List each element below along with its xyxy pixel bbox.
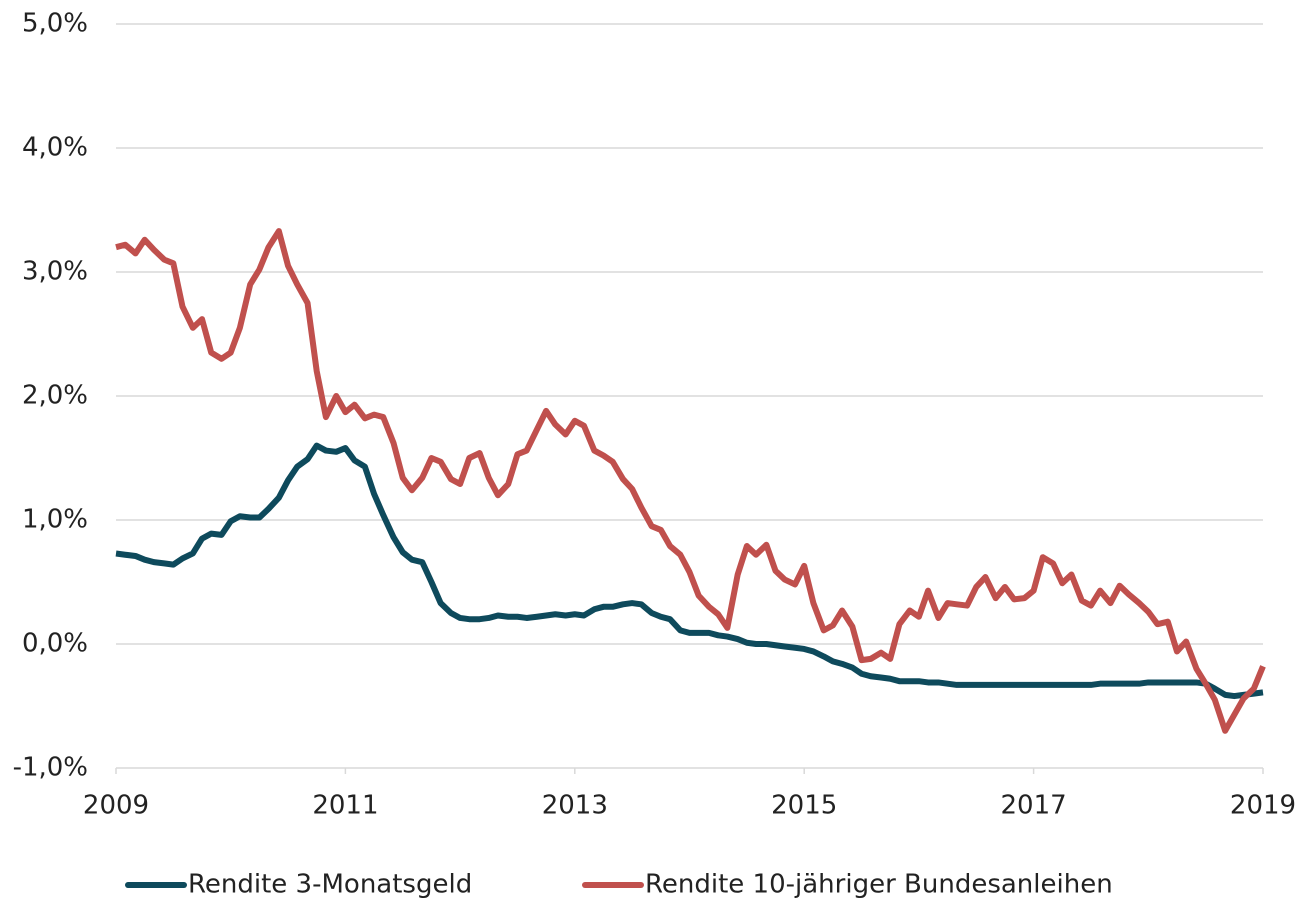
y-tick-label: -1,0%: [13, 753, 88, 783]
y-tick-label: 0,0%: [22, 629, 88, 659]
y-tick-label: 3,0%: [22, 257, 88, 287]
x-tick-label: 2013: [542, 791, 608, 821]
x-tick-label: 2019: [1230, 791, 1296, 821]
series-line: [115, 442, 1264, 700]
legend-label: Rendite 3-Monatsgeld: [188, 870, 472, 900]
series-line: [115, 228, 1266, 734]
y-tick-label: 1,0%: [22, 505, 88, 535]
x-tick-label: 2011: [312, 791, 378, 821]
x-tick-label: 2009: [83, 791, 149, 821]
x-tick-label: 2017: [1001, 791, 1067, 821]
y-tick-label: 4,0%: [22, 133, 88, 163]
legend-label: Rendite 10-jähriger Bundesanleihen: [645, 870, 1113, 900]
x-tick-label: 2015: [771, 791, 837, 821]
y-tick-label: 5,0%: [22, 9, 88, 39]
y-tick-label: 2,0%: [22, 381, 88, 411]
